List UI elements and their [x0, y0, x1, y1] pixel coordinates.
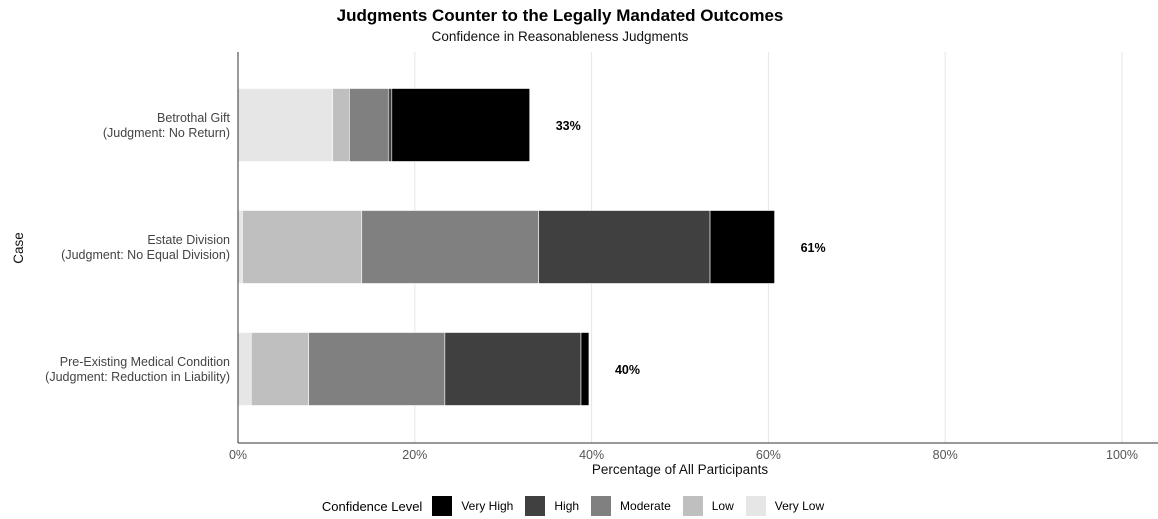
- x-axis-title: Percentage of All Participants: [592, 462, 769, 477]
- bar-very-high: [391, 88, 531, 162]
- bar-very-high: [709, 210, 775, 284]
- legend-item-very-high: Very High: [432, 496, 513, 516]
- x-tick-label: 100%: [1106, 448, 1138, 462]
- legend-label: Very Low: [774, 499, 825, 513]
- category-label: (Judgment: No Return): [103, 126, 230, 140]
- x-tick-label: 0%: [229, 448, 247, 462]
- bar-very-high: [580, 332, 590, 406]
- legend-item-low: Low: [682, 496, 734, 516]
- bar-high: [538, 210, 711, 284]
- category-label: (Judgment: Reduction in Liability): [45, 370, 230, 384]
- y-axis-title: Case: [11, 232, 26, 264]
- x-tick-label: 80%: [933, 448, 958, 462]
- chart-title: Judgments Counter to the Legally Mandate…: [336, 6, 784, 25]
- legend-item-moderate: Moderate: [591, 496, 671, 516]
- total-label: 61%: [801, 241, 826, 255]
- bar-high: [444, 332, 582, 406]
- bar-moderate: [349, 88, 389, 162]
- total-label: 33%: [556, 119, 581, 133]
- legend-title: Confidence Level: [321, 498, 423, 514]
- chart-subtitle: Confidence in Reasonableness Judgments: [431, 29, 689, 44]
- legend-swatch-high: [525, 496, 546, 516]
- bar-very-low: [237, 88, 333, 162]
- legend-swatch-low: [682, 496, 703, 516]
- x-tick-label: 20%: [402, 448, 427, 462]
- bar-low: [250, 332, 310, 406]
- legend-label: Moderate: [620, 499, 671, 513]
- category-label: Betrothal Gift: [157, 111, 230, 125]
- legend-label: High: [554, 499, 580, 513]
- bar-moderate: [361, 210, 539, 284]
- x-tick-label: 40%: [579, 448, 604, 462]
- bar-high: [387, 88, 393, 162]
- bar-moderate: [308, 332, 446, 406]
- bar-low: [242, 210, 363, 284]
- category-label: Pre-Existing Medical Condition: [60, 355, 230, 369]
- legend-swatch-very-high: [432, 496, 453, 516]
- legend-label: Very High: [461, 499, 514, 513]
- legend-swatch-moderate: [591, 496, 612, 516]
- legend-item-very-low: Very Low: [745, 496, 825, 516]
- total-label: 40%: [615, 363, 640, 377]
- bar-very-low: [237, 210, 243, 284]
- x-tick-label: 60%: [756, 448, 781, 462]
- bar-very-low: [237, 332, 252, 406]
- legend: Confidence Level Very High High Moderate Lo…: [0, 496, 1158, 516]
- category-label: (Judgment: No Equal Division): [61, 248, 230, 262]
- category-label: Estate Division: [147, 233, 230, 247]
- legend-swatch-very-low: [745, 496, 766, 516]
- legend-label: Low: [711, 499, 734, 513]
- legend-item-high: High: [525, 496, 579, 516]
- bar-low: [332, 88, 350, 162]
